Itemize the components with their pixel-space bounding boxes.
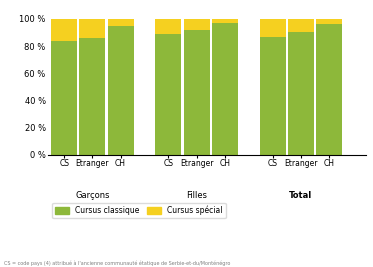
Text: Garçons: Garçons [75,191,110,200]
Text: Filles: Filles [186,191,207,200]
Bar [260,19,286,37]
Bar [260,37,286,155]
Text: Total: Total [289,191,313,200]
Bar [107,19,134,26]
Bar [107,26,134,155]
Bar [51,19,77,41]
Bar [184,30,210,155]
Bar [155,19,181,34]
Bar [288,33,314,155]
Bar [316,24,342,155]
Text: CS = code pays (4) attribué à l'ancienne communauté étatique de Serbie-et-du/Mon: CS = code pays (4) attribué à l'ancienne… [4,260,230,266]
Bar [79,38,106,155]
Bar [316,19,342,24]
Bar [212,23,238,155]
Bar [51,41,77,155]
Bar [212,19,238,23]
Legend: Cursus classique, Cursus spécial: Cursus classique, Cursus spécial [52,203,226,218]
Bar [288,19,314,33]
Bar [184,19,210,30]
Bar [79,19,106,38]
Bar [155,34,181,155]
